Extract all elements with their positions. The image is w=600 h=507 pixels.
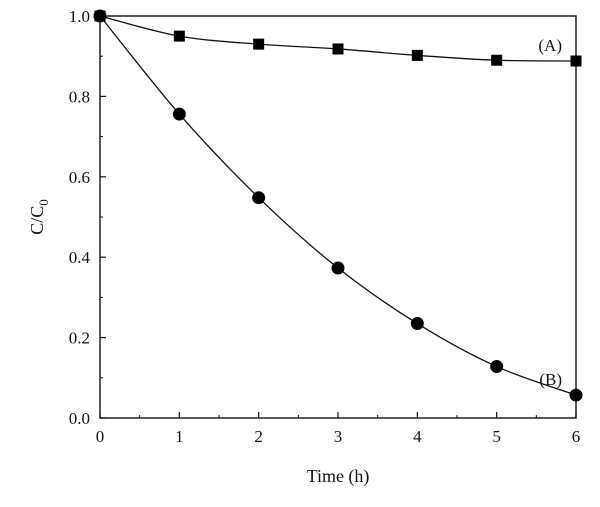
series-label-a: (A) xyxy=(538,36,562,55)
data-point-square xyxy=(332,43,344,55)
data-point-circle xyxy=(410,317,424,331)
axis-ticks xyxy=(99,15,577,419)
y-tick-label: 0.2 xyxy=(69,329,90,348)
x-tick-label: 1 xyxy=(175,427,184,446)
plot-frame xyxy=(99,15,577,419)
y-tick-label: 0.8 xyxy=(69,87,90,106)
data-point-circle xyxy=(93,9,107,23)
y-axis-title-main: C/C xyxy=(27,206,47,235)
series-markers xyxy=(93,9,583,402)
x-tick-label: 2 xyxy=(254,427,263,446)
x-tick-label: 6 xyxy=(572,427,581,446)
y-tick-label: 1.0 xyxy=(69,7,90,26)
y-tick-label: 0.0 xyxy=(69,409,90,428)
x-tick-label: 4 xyxy=(413,427,422,446)
y-tick-label: 0.4 xyxy=(69,248,91,267)
x-tick-label: 5 xyxy=(492,427,501,446)
y-axis-title: C/C0 xyxy=(27,199,51,235)
data-point-circle xyxy=(172,107,186,121)
data-point-circle xyxy=(569,388,583,402)
data-point-circle xyxy=(490,360,504,374)
x-tick-label: 3 xyxy=(334,427,343,446)
y-tick-label: 0.6 xyxy=(69,168,90,187)
series-labels: (A) (B) xyxy=(538,36,562,389)
data-point-square xyxy=(253,38,265,50)
y-axis-title-subscript: 0 xyxy=(36,199,51,206)
x-tick-label: 0 xyxy=(96,427,105,446)
data-point-square xyxy=(491,54,503,66)
data-point-square xyxy=(411,49,423,61)
data-point-circle xyxy=(331,261,345,275)
data-point-circle xyxy=(252,191,266,205)
data-point-square xyxy=(173,30,185,42)
x-axis-title: Time (h) xyxy=(307,466,370,487)
data-point-square xyxy=(570,55,582,67)
series-lines xyxy=(99,15,577,396)
series-label-b: (B) xyxy=(539,370,562,389)
tick-labels: 0 1 2 3 4 5 6 0.0 0.2 0.4 0.6 0.8 1.0 xyxy=(69,7,581,446)
series-line-b xyxy=(99,15,577,396)
